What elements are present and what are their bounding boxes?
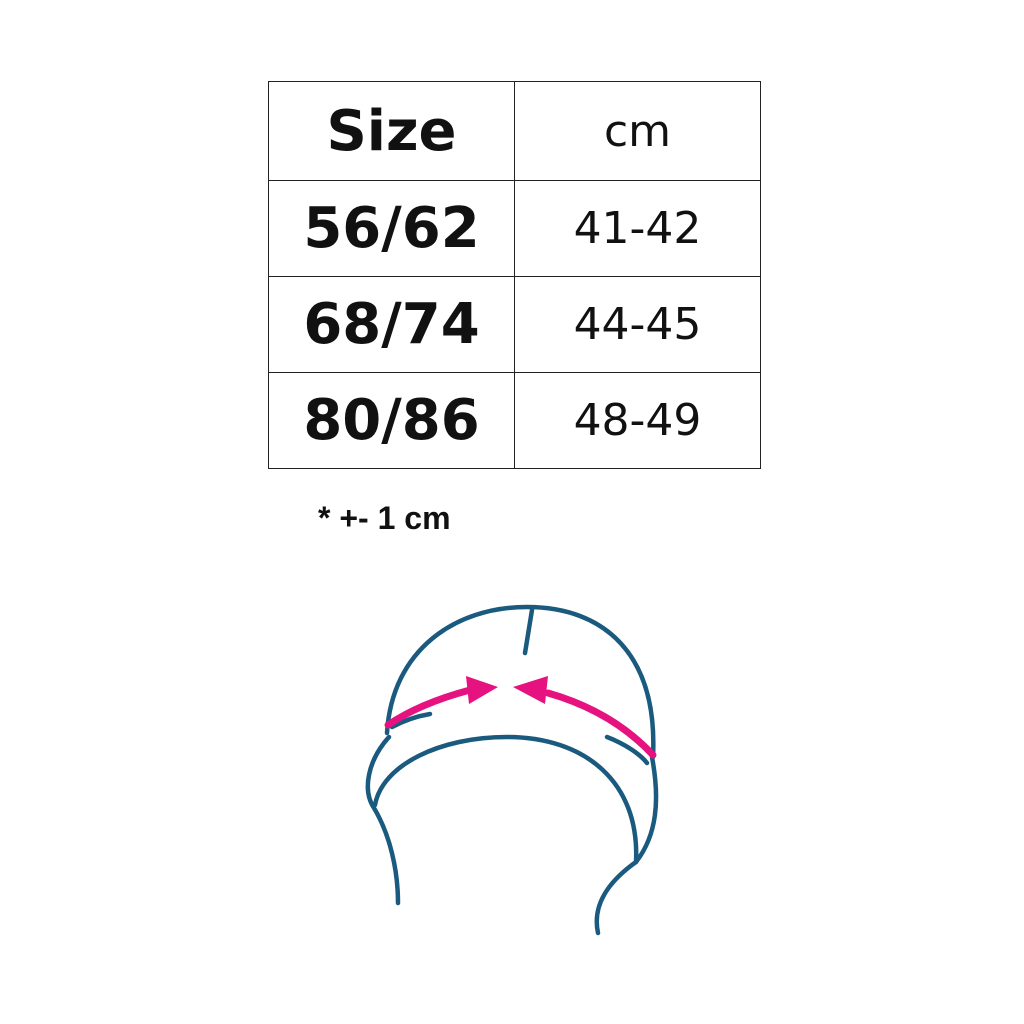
table-row: 80/86 48-49 xyxy=(268,372,761,469)
hat-outline xyxy=(365,604,659,936)
hat-brim-right xyxy=(594,754,659,936)
measurement-arrows xyxy=(384,676,657,759)
cm-cell: 44-45 xyxy=(514,276,761,373)
size-cell: 80/86 xyxy=(268,372,515,469)
size-table: Size cm 56/62 41-42 68/74 44-45 80/86 48… xyxy=(268,81,761,469)
table-row: 68/74 44-45 xyxy=(268,276,761,373)
arrow-right-head xyxy=(513,676,548,704)
arrow-left-head xyxy=(466,676,498,704)
table-header-row: Size cm xyxy=(268,81,761,181)
header-size: Size xyxy=(268,81,515,181)
hat-fold-left xyxy=(389,711,433,730)
hat-seam xyxy=(522,607,535,656)
cm-cell: 48-49 xyxy=(514,372,761,469)
arrow-left-shaft xyxy=(384,686,474,729)
hat-fold-right xyxy=(604,734,650,766)
hat-crown xyxy=(384,604,656,760)
size-cell: 56/62 xyxy=(268,180,515,277)
tolerance-note: * +- 1 cm xyxy=(318,500,451,536)
header-cm: cm xyxy=(514,81,761,181)
hat-brim-left xyxy=(365,734,401,906)
arrow-right-shaft xyxy=(544,689,657,759)
hat-brim-inner xyxy=(372,734,639,865)
size-cell: 68/74 xyxy=(268,276,515,373)
